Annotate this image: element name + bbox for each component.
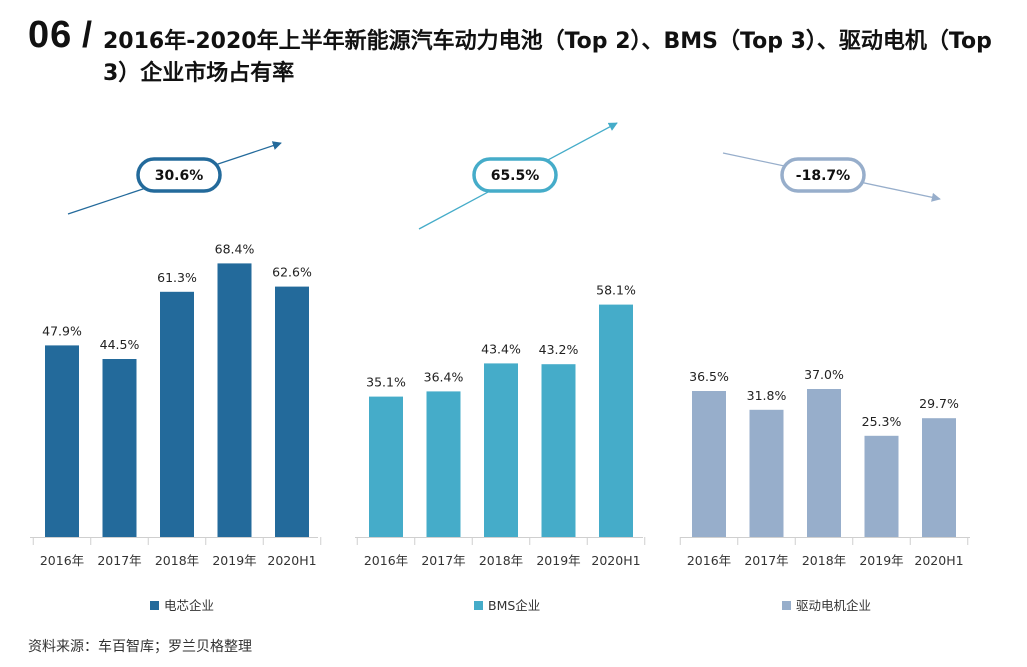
data-label: 47.9%: [42, 323, 82, 338]
legend-label: BMS企业: [488, 598, 540, 613]
data-label: 62.6%: [272, 265, 312, 280]
category-label: 2019年: [859, 553, 903, 568]
bar: [599, 304, 633, 537]
bar: [484, 363, 518, 537]
section-slash: /: [82, 14, 93, 55]
data-label: 58.1%: [596, 283, 636, 298]
bar: [541, 364, 576, 537]
chart-panel-battery: 47.9% 2016年 44.5% 2017年 61.3% 2018年 68.4% 2019年…: [30, 141, 322, 613]
data-label: 31.8%: [747, 388, 787, 403]
category-label: 2018年: [802, 553, 846, 568]
category-label: 2018年: [155, 553, 199, 568]
change-label: -18.7%: [796, 168, 850, 184]
category-label: 2016年: [687, 553, 731, 568]
change-label: 30.6%: [155, 168, 204, 184]
bar: [160, 291, 194, 537]
change-badge: [136, 157, 222, 193]
bar: [369, 396, 403, 537]
legend-label: 电芯企业: [164, 598, 214, 613]
bar: [807, 389, 841, 537]
section-number: 06: [28, 14, 73, 56]
bar: [864, 435, 899, 537]
category-label: 2018年: [479, 553, 523, 568]
category-label: 2016年: [364, 553, 408, 568]
legend-label: 驱动电机企业: [796, 598, 871, 613]
category-label: 2017年: [744, 553, 788, 568]
bar: [922, 418, 956, 537]
category-label: 2020H1: [591, 553, 640, 568]
bar: [217, 263, 252, 537]
data-label: 36.5%: [689, 369, 729, 384]
bar: [45, 345, 79, 537]
charts-area: 47.9% 2016年 44.5% 2017年 61.3% 2018年 68.4% 2019年…: [30, 122, 970, 613]
category-label: 2016年: [40, 553, 84, 568]
data-label: 61.3%: [157, 270, 197, 285]
data-label: 35.1%: [366, 375, 406, 390]
page-title: 2016年-2020年上半年新能源汽车动力电池（Top 2）、BMS（Top 3…: [103, 29, 992, 86]
data-label: 36.4%: [424, 369, 464, 384]
bar: [692, 391, 726, 537]
data-label: 44.5%: [100, 337, 140, 352]
data-label: 43.2%: [539, 342, 579, 357]
source-note: 资料来源：车百智库；罗兰贝格整理: [28, 639, 252, 655]
data-label: 43.4%: [481, 341, 521, 356]
category-label: 2019年: [536, 553, 580, 568]
legend-swatch: [782, 601, 791, 610]
category-label: 2019年: [212, 553, 256, 568]
bar: [102, 359, 137, 537]
category-label: 2017年: [97, 553, 141, 568]
bar: [275, 286, 309, 537]
category-label: 2017年: [421, 553, 465, 568]
chart-panel-motor: 36.5% 2016年 31.8% 2017年 37.0% 2018年 25.3% 2019年…: [679, 152, 970, 613]
chart-panel-bms: 35.1% 2016年 36.4% 2017年 43.4% 2018年 43.2% 2019年…: [355, 122, 646, 613]
bar: [749, 409, 784, 537]
bar: [426, 391, 461, 537]
legend-swatch: [474, 601, 483, 610]
data-label: 68.4%: [215, 241, 255, 256]
change-badge: [472, 157, 558, 193]
data-label: 25.3%: [862, 414, 902, 429]
data-label: 37.0%: [804, 367, 844, 382]
data-label: 29.7%: [919, 396, 959, 411]
legend-swatch: [150, 601, 159, 610]
category-label: 2020H1: [914, 553, 963, 568]
change-badge: [780, 157, 866, 193]
category-label: 2020H1: [267, 553, 316, 568]
change-label: 65.5%: [491, 168, 540, 184]
